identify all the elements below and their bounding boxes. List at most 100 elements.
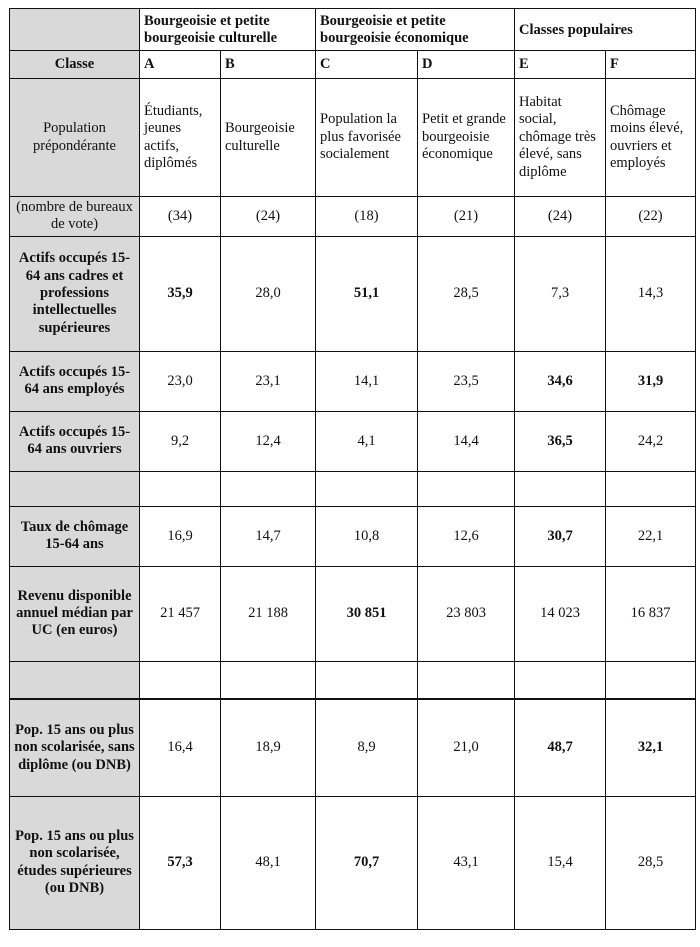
value-cell: 14 023 <box>514 565 606 662</box>
value-cell: 14,3 <box>605 235 696 352</box>
value-cell: 35,9 <box>139 235 221 352</box>
value-cell: 31,9 <box>605 350 696 412</box>
value-cell: 21,0 <box>417 698 515 797</box>
row-label: Classe <box>9 50 140 79</box>
value-cell: 16 837 <box>605 565 696 662</box>
population-cell: Population la plus favorisée socialement <box>315 78 418 197</box>
value-cell: 28,5 <box>605 795 696 930</box>
empty-cell <box>514 660 606 700</box>
class-letter: A <box>139 50 221 79</box>
value-cell: 22,1 <box>605 505 696 567</box>
value-cell: 10,8 <box>315 505 418 567</box>
row-label: Revenu disponible annuel médian par UC (… <box>9 565 140 662</box>
table-row: Revenu disponible annuel médian par UC (… <box>9 565 696 662</box>
empty-cell <box>139 660 221 700</box>
table-body: Actifs occupés 15-64 ans cadres et profe… <box>9 235 696 930</box>
row-label: Population prépondérante <box>9 78 140 197</box>
value-cell: 14,1 <box>315 350 418 412</box>
data-table: Bourgeoisie et petite bourgeoisie cultur… <box>9 8 696 930</box>
value-cell: 23,0 <box>139 350 221 412</box>
class-letter: D <box>417 50 515 79</box>
count-cell: (24) <box>514 196 606 237</box>
value-cell: 51,1 <box>315 235 418 352</box>
value-cell: 21 188 <box>220 565 316 662</box>
table-row: Actifs occupés 15-64 ans employés 23,0 23,… <box>9 350 696 412</box>
value-cell: 21 457 <box>139 565 221 662</box>
value-cell: 70,7 <box>315 795 418 930</box>
empty-cell <box>417 470 515 507</box>
empty-cell <box>315 660 418 700</box>
empty-cell <box>220 470 316 507</box>
value-cell: 57,3 <box>139 795 221 930</box>
value-cell: 16,9 <box>139 505 221 567</box>
spacer-row <box>9 470 696 507</box>
value-cell: 48,7 <box>514 698 606 797</box>
value-cell: 14,4 <box>417 410 515 472</box>
empty-cell <box>514 470 606 507</box>
spacer-row <box>9 660 696 700</box>
population-row: Population prépondérante Étudiants, jeun… <box>9 78 696 197</box>
row-label: Actifs occupés 15-64 ans cadres et profe… <box>9 235 140 352</box>
empty-cell <box>315 470 418 507</box>
empty-cell <box>139 470 221 507</box>
value-cell: 23,5 <box>417 350 515 412</box>
row-label: Pop. 15 ans ou plus non scolarisée, étud… <box>9 795 140 930</box>
empty-cell <box>605 470 696 507</box>
value-cell: 36,5 <box>514 410 606 472</box>
class-letter: E <box>514 50 606 79</box>
value-cell: 23 803 <box>417 565 515 662</box>
class-letter: F <box>605 50 696 79</box>
value-cell: 12,4 <box>220 410 316 472</box>
group-header-row: Bourgeoisie et petite bourgeoisie cultur… <box>9 8 696 51</box>
value-cell: 15,4 <box>514 795 606 930</box>
value-cell: 7,3 <box>514 235 606 352</box>
empty-cell <box>605 660 696 700</box>
group-header: Classes populaires <box>514 8 696 51</box>
row-label: Taux de chômage 15-64 ans <box>9 505 140 567</box>
table-row: Taux de chômage 15-64 ans 16,9 14,7 10,8 12,… <box>9 505 696 567</box>
count-cell: (22) <box>605 196 696 237</box>
table-row: Actifs occupés 15-64 ans ouvriers 9,2 12,4… <box>9 410 696 472</box>
population-cell: Petit et grande bourgeoisie économique <box>417 78 515 197</box>
value-cell: 12,6 <box>417 505 515 567</box>
value-cell: 28,0 <box>220 235 316 352</box>
row-label: Actifs occupés 15-64 ans employés <box>9 350 140 412</box>
class-letter: C <box>315 50 418 79</box>
corner-cell <box>9 8 140 51</box>
value-cell: 9,2 <box>139 410 221 472</box>
population-cell: Étudiants, jeunes actifs, diplômés <box>139 78 221 197</box>
class-row: Classe A B C D E F <box>9 50 696 79</box>
count-cell: (24) <box>220 196 316 237</box>
value-cell: 28,5 <box>417 235 515 352</box>
value-cell: 30,7 <box>514 505 606 567</box>
count-row: (nombre de bureaux de vote) (34) (24) (1… <box>9 196 696 237</box>
value-cell: 34,6 <box>514 350 606 412</box>
row-label: (nombre de bureaux de vote) <box>9 196 140 237</box>
count-cell: (34) <box>139 196 221 237</box>
count-cell: (18) <box>315 196 418 237</box>
class-letter: B <box>220 50 316 79</box>
value-cell: 24,2 <box>605 410 696 472</box>
empty-cell <box>9 470 140 507</box>
count-cell: (21) <box>417 196 515 237</box>
value-cell: 23,1 <box>220 350 316 412</box>
table-row: Actifs occupés 15-64 ans cadres et profe… <box>9 235 696 352</box>
value-cell: 48,1 <box>220 795 316 930</box>
value-cell: 14,7 <box>220 505 316 567</box>
empty-cell <box>220 660 316 700</box>
row-label: Actifs occupés 15-64 ans ouvriers <box>9 410 140 472</box>
value-cell: 18,9 <box>220 698 316 797</box>
population-cell: Chômage moins élevé, ouvriers et employé… <box>605 78 696 197</box>
empty-cell <box>9 660 140 700</box>
population-cell: Bourgeoisie culturelle <box>220 78 316 197</box>
population-cell: Habitat social, chômage très élevé, sans… <box>514 78 606 197</box>
value-cell: 30 851 <box>315 565 418 662</box>
value-cell: 43,1 <box>417 795 515 930</box>
value-cell: 8,9 <box>315 698 418 797</box>
empty-cell <box>417 660 515 700</box>
row-label: Pop. 15 ans ou plus non scolarisée, sans… <box>9 698 140 797</box>
value-cell: 16,4 <box>139 698 221 797</box>
value-cell: 4,1 <box>315 410 418 472</box>
table-row: Pop. 15 ans ou plus non scolarisée, sans… <box>9 698 696 797</box>
table-row: Pop. 15 ans ou plus non scolarisée, étud… <box>9 795 696 930</box>
